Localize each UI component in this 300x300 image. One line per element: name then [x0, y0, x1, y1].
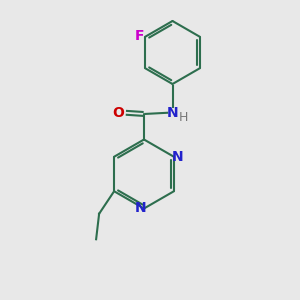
Text: N: N: [134, 202, 146, 215]
Text: O: O: [112, 106, 124, 119]
Text: F: F: [135, 29, 145, 43]
Text: H: H: [179, 111, 189, 124]
Text: N: N: [172, 150, 184, 164]
Text: N: N: [167, 106, 178, 119]
